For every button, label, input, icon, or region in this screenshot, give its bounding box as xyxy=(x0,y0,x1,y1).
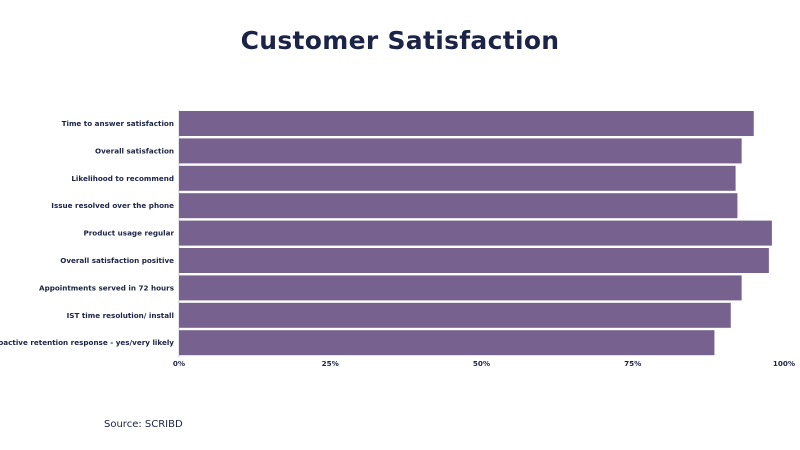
bars-group xyxy=(179,111,772,356)
x-tick-label-3: 75% xyxy=(624,359,641,368)
bar-8 xyxy=(179,330,715,356)
bar-4 xyxy=(179,220,772,246)
source-note: Source: SCRIBD xyxy=(104,419,183,430)
x-tick-label-1: 25% xyxy=(322,359,339,368)
bar-7 xyxy=(179,302,731,328)
bar-5 xyxy=(179,248,769,273)
category-label-1: Overall satisfaction xyxy=(95,146,174,155)
category-label-7: IST time resolution/ install xyxy=(67,311,174,320)
category-label-5: Overall satisfaction positive xyxy=(60,256,174,265)
category-label-2: Likelihood to recommend xyxy=(71,174,174,183)
bar-0 xyxy=(179,111,754,136)
chart-title: Customer Satisfaction xyxy=(240,26,560,55)
category-label-6: Appointments served in 72 hours xyxy=(39,283,174,292)
bar-1 xyxy=(179,138,742,164)
category-label-8: Proactive retention response - yes/very … xyxy=(0,338,174,347)
bar-6 xyxy=(179,275,742,301)
x-tick-label-2: 50% xyxy=(473,359,490,368)
category-label-4: Product usage regular xyxy=(83,229,174,238)
bar-3 xyxy=(179,193,738,219)
x-tick-label-4: 100% xyxy=(773,359,795,368)
category-label-0: Time to answer satisfaction xyxy=(62,119,174,128)
x-tick-label-0: 0% xyxy=(173,359,185,368)
bar-2 xyxy=(179,165,736,191)
category-label-3: Issue resolved over the phone xyxy=(51,201,174,210)
x-tick-labels: 0% 25% 50% 75% 100% xyxy=(173,359,795,368)
category-labels: Time to answer satisfaction Overall satis… xyxy=(0,119,174,347)
